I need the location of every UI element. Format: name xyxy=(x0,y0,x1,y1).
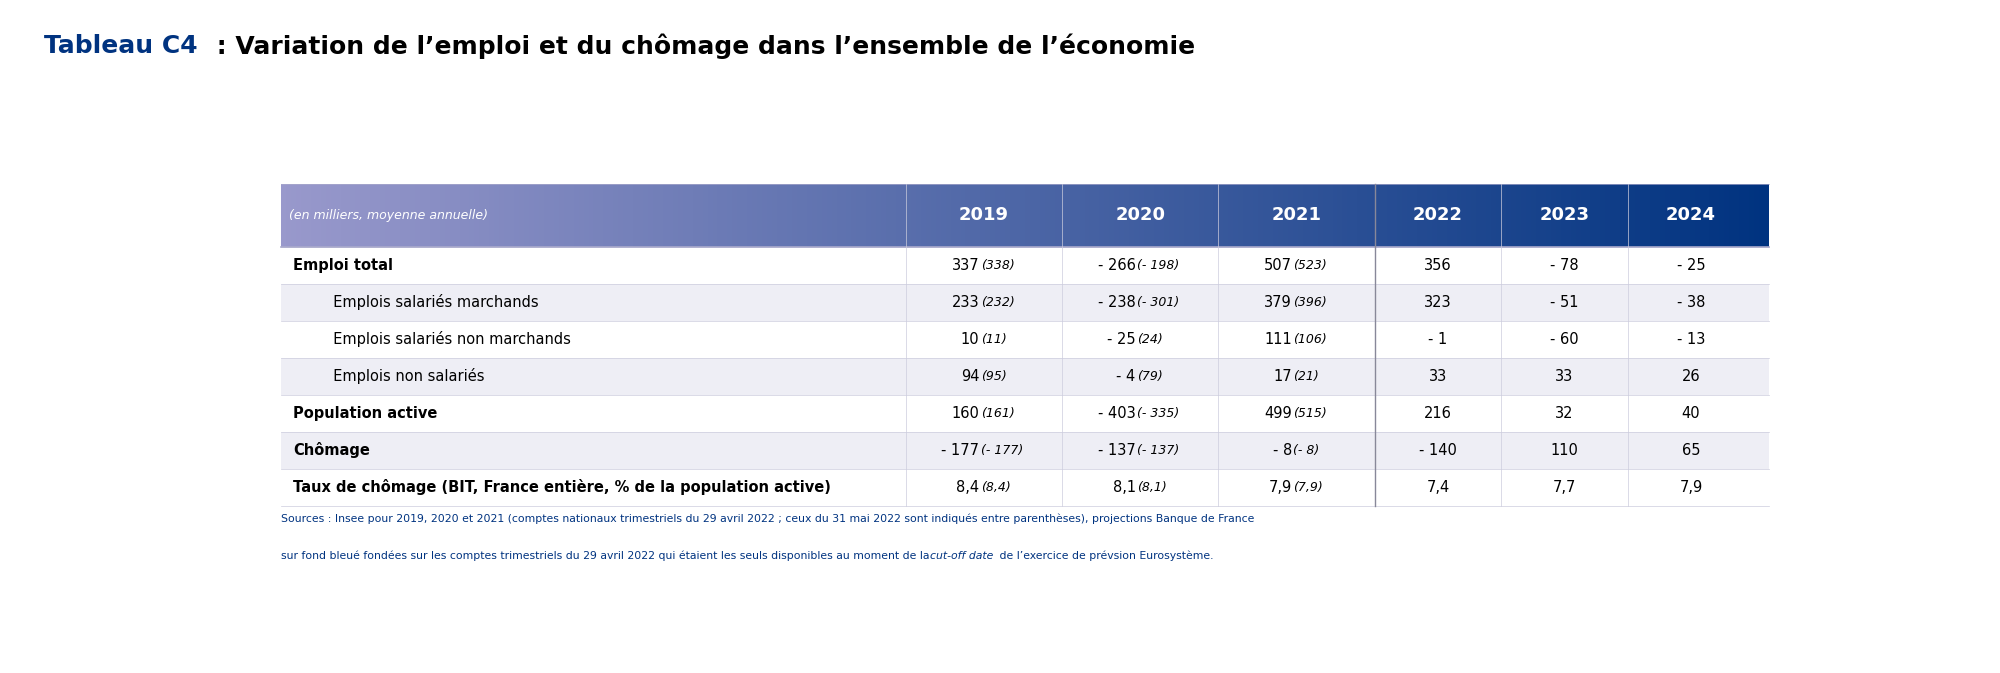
Text: (79): (79) xyxy=(1138,369,1162,383)
Text: (- 198): (- 198) xyxy=(1138,258,1180,272)
Text: (8,1): (8,1) xyxy=(1138,481,1166,494)
Text: Population active: Population active xyxy=(294,406,438,421)
Text: Emplois salariés marchands: Emplois salariés marchands xyxy=(324,294,540,310)
Text: (- 335): (- 335) xyxy=(1138,406,1180,420)
Text: (338): (338) xyxy=(980,258,1014,272)
Text: 379: 379 xyxy=(1264,295,1292,310)
Text: (21): (21) xyxy=(1294,369,1320,383)
Text: (- 137): (- 137) xyxy=(1138,444,1180,457)
Text: (24): (24) xyxy=(1138,332,1162,346)
Text: - 4: - 4 xyxy=(1116,369,1136,384)
Text: - 25: - 25 xyxy=(1676,258,1706,273)
Text: 337: 337 xyxy=(952,258,980,273)
Text: - 51: - 51 xyxy=(1550,295,1578,310)
Text: 8,4: 8,4 xyxy=(956,480,980,495)
Text: - 238: - 238 xyxy=(1098,295,1136,310)
Text: - 177: - 177 xyxy=(942,443,980,458)
Bar xyxy=(280,468,1770,505)
Text: 65: 65 xyxy=(1682,443,1700,458)
Text: (232): (232) xyxy=(980,295,1014,309)
Text: - 266: - 266 xyxy=(1098,258,1136,273)
Bar xyxy=(280,320,1770,357)
Text: 499: 499 xyxy=(1264,406,1292,421)
Text: (en milliers, moyenne annuelle): (en milliers, moyenne annuelle) xyxy=(288,209,488,222)
Text: 2020: 2020 xyxy=(1116,207,1166,225)
Text: 94: 94 xyxy=(960,369,980,384)
Text: 507: 507 xyxy=(1264,258,1292,273)
Text: Emplois salariés non marchands: Emplois salariés non marchands xyxy=(324,331,572,347)
Text: 33: 33 xyxy=(1556,369,1574,384)
Text: 2022: 2022 xyxy=(1412,207,1462,225)
Text: Sources : Insee pour 2019, 2020 et 2021 (comptes nationaux trimestriels du 29 av: Sources : Insee pour 2019, 2020 et 2021 … xyxy=(280,513,1254,524)
Text: - 25: - 25 xyxy=(1108,332,1136,347)
Text: 10: 10 xyxy=(960,332,980,347)
Text: - 8: - 8 xyxy=(1272,443,1292,458)
Text: 7,9: 7,9 xyxy=(1680,480,1702,495)
Text: 33: 33 xyxy=(1428,369,1448,384)
Text: 2021: 2021 xyxy=(1272,207,1322,225)
Text: - 403: - 403 xyxy=(1098,406,1136,421)
Text: (11): (11) xyxy=(980,332,1006,346)
Text: (515): (515) xyxy=(1294,406,1328,420)
Text: 2023: 2023 xyxy=(1540,207,1590,225)
Text: 233: 233 xyxy=(952,295,980,310)
Text: 160: 160 xyxy=(952,406,980,421)
Bar xyxy=(280,431,1770,468)
Bar xyxy=(280,283,1770,320)
Text: de l’exercice de prévsion Eurosystème.: de l’exercice de prévsion Eurosystème. xyxy=(996,551,1214,561)
Bar xyxy=(280,246,1770,283)
Text: Emplois non salariés: Emplois non salariés xyxy=(324,368,484,384)
Text: - 60: - 60 xyxy=(1550,332,1578,347)
Text: Emploi total: Emploi total xyxy=(294,258,394,273)
Text: (95): (95) xyxy=(980,369,1006,383)
Text: (396): (396) xyxy=(1294,295,1328,309)
Text: (7,9): (7,9) xyxy=(1294,481,1324,494)
Text: 7,9: 7,9 xyxy=(1268,480,1292,495)
Text: 110: 110 xyxy=(1550,443,1578,458)
Text: 7,4: 7,4 xyxy=(1426,480,1450,495)
Text: Chômage: Chômage xyxy=(294,442,370,458)
Text: (523): (523) xyxy=(1294,258,1328,272)
Text: 32: 32 xyxy=(1556,406,1574,421)
Bar xyxy=(280,394,1770,431)
Text: (8,4): (8,4) xyxy=(980,481,1010,494)
Text: : Variation de l’emploi et du chômage dans l’ensemble de l’économie: : Variation de l’emploi et du chômage da… xyxy=(208,34,1196,59)
Text: - 137: - 137 xyxy=(1098,443,1136,458)
Text: 17: 17 xyxy=(1274,369,1292,384)
Text: 356: 356 xyxy=(1424,258,1452,273)
Text: (- 8): (- 8) xyxy=(1294,444,1320,457)
Text: cut-off date: cut-off date xyxy=(930,551,994,561)
Text: - 140: - 140 xyxy=(1418,443,1456,458)
Text: Taux de chômage (BIT, France entière, % de la population active): Taux de chômage (BIT, France entière, % … xyxy=(294,479,832,495)
Bar xyxy=(280,357,1770,394)
Text: sur fond bleué fondées sur les comptes trimestriels du 29 avril 2022 qui étaient: sur fond bleué fondées sur les comptes t… xyxy=(280,551,932,561)
Text: 111: 111 xyxy=(1264,332,1292,347)
Text: - 78: - 78 xyxy=(1550,258,1578,273)
Text: - 38: - 38 xyxy=(1676,295,1706,310)
Text: (- 177): (- 177) xyxy=(980,444,1024,457)
Text: (161): (161) xyxy=(980,406,1014,420)
Text: (- 301): (- 301) xyxy=(1138,295,1180,309)
Text: 8,1: 8,1 xyxy=(1112,480,1136,495)
Text: 216: 216 xyxy=(1424,406,1452,421)
Text: Tableau C4: Tableau C4 xyxy=(44,34,198,58)
Text: 26: 26 xyxy=(1682,369,1700,384)
Text: 2024: 2024 xyxy=(1666,207,1716,225)
Text: (106): (106) xyxy=(1294,332,1328,346)
Text: 2019: 2019 xyxy=(960,207,1010,225)
Text: 40: 40 xyxy=(1682,406,1700,421)
Text: 323: 323 xyxy=(1424,295,1452,310)
Text: - 13: - 13 xyxy=(1676,332,1706,347)
Text: 7,7: 7,7 xyxy=(1552,480,1576,495)
Text: - 1: - 1 xyxy=(1428,332,1448,347)
